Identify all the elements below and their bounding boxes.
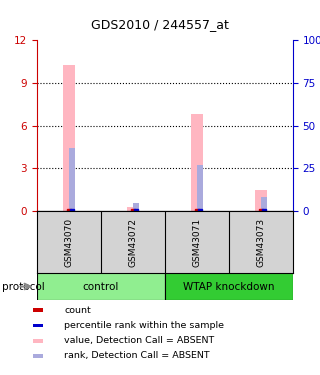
Bar: [69, 148, 75, 211]
Bar: [63, 64, 75, 211]
Bar: [33, 354, 43, 358]
Bar: [133, 202, 139, 211]
Text: count: count: [64, 306, 91, 315]
Bar: [37, 273, 165, 300]
Bar: [191, 114, 203, 211]
Text: GSM43071: GSM43071: [192, 217, 201, 267]
Text: value, Detection Call = ABSENT: value, Detection Call = ABSENT: [64, 336, 215, 345]
Text: rank, Detection Call = ABSENT: rank, Detection Call = ABSENT: [64, 351, 210, 360]
Text: GSM43073: GSM43073: [256, 217, 265, 267]
Bar: [33, 308, 43, 312]
Text: WTAP knockdown: WTAP knockdown: [183, 282, 275, 291]
Text: GSM43070: GSM43070: [64, 217, 73, 267]
Bar: [255, 190, 267, 211]
Bar: [165, 273, 293, 300]
Text: percentile rank within the sample: percentile rank within the sample: [64, 321, 224, 330]
Bar: [33, 339, 43, 343]
Bar: [261, 198, 267, 211]
Text: protocol: protocol: [2, 282, 44, 291]
Text: control: control: [83, 282, 119, 291]
Bar: [197, 165, 203, 211]
Text: GSM43072: GSM43072: [128, 217, 137, 267]
Text: GDS2010 / 244557_at: GDS2010 / 244557_at: [91, 18, 229, 31]
Bar: [33, 324, 43, 327]
Bar: [127, 207, 139, 211]
